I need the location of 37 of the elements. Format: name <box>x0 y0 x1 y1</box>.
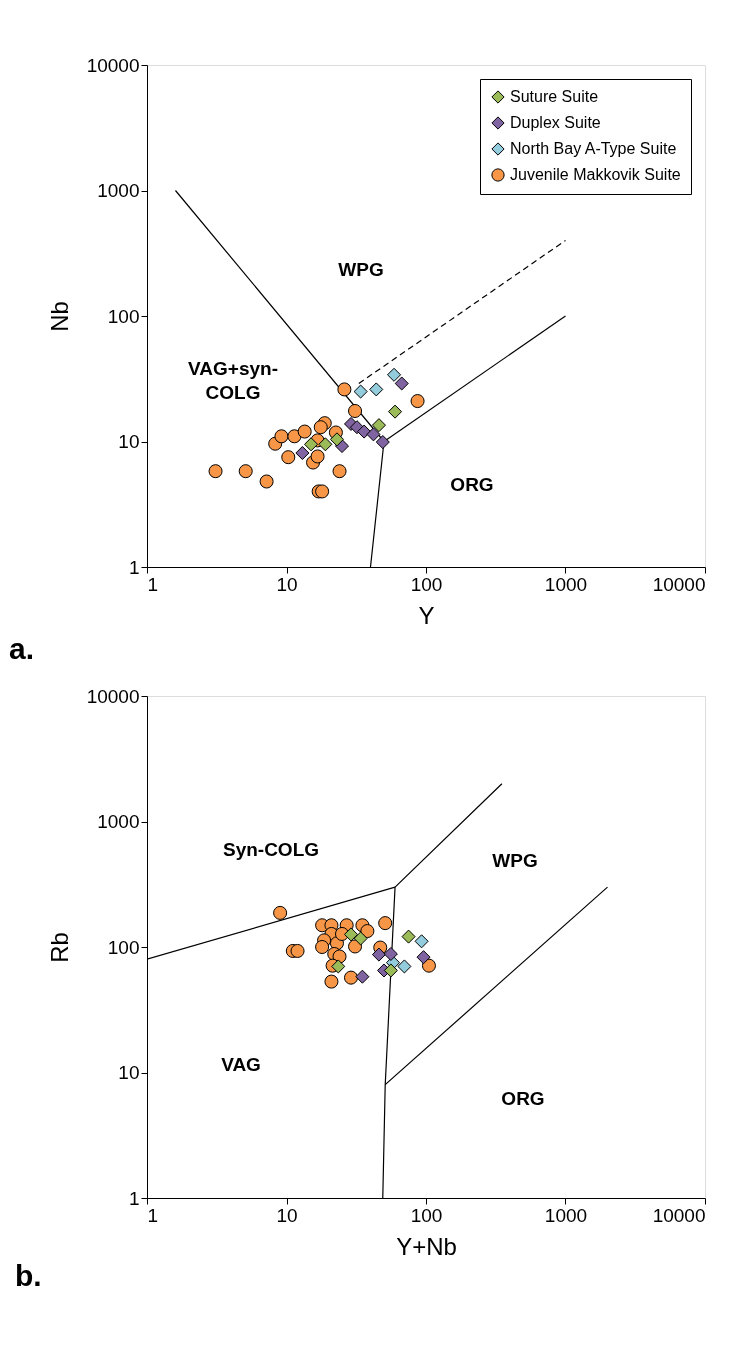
y-tick-label: 10000 <box>86 685 140 707</box>
y-tick-label: 10 <box>118 1062 140 1083</box>
y-tick-label: 100 <box>107 936 140 958</box>
x-tick-label: 1 <box>147 1204 159 1226</box>
annotation: WPG <box>492 850 538 871</box>
y-axis-title: Nb <box>45 301 73 332</box>
text: b. <box>15 1259 42 1292</box>
y-tick-label: 10 <box>118 431 140 452</box>
x-tick-label: 100 <box>410 1204 443 1226</box>
text: a. <box>9 632 35 665</box>
x-axis-title: Y+Nb <box>396 1232 457 1260</box>
annotation: Syn-COLG <box>222 839 320 860</box>
y-tick-label: 10000 <box>86 54 140 76</box>
y-tick-label: 1000 <box>97 180 140 201</box>
y-tick-label: 1 <box>128 1187 140 1209</box>
annotation: VAG+syn- COLG <box>188 358 278 403</box>
y-tick-label: 100 <box>107 305 140 327</box>
annotation: VAG <box>221 1054 261 1075</box>
x-tick-label: 10000 <box>652 1204 706 1226</box>
y-tick-label: 1000 <box>97 811 140 832</box>
x-tick-label: 100 <box>410 573 443 595</box>
annotation: WPG <box>338 259 384 280</box>
y-tick-label: 1 <box>128 556 140 578</box>
legend-label: Juvenile Makkovik Suite <box>510 166 681 183</box>
x-tick-label: 10000 <box>652 573 706 595</box>
x-tick-label: 1 <box>147 573 159 595</box>
legend-label: North Bay A-Type Suite <box>510 140 677 157</box>
x-tick-label: 10 <box>276 573 298 595</box>
legend-label: Suture Suite <box>510 88 599 105</box>
y-axis-title: Rb <box>45 932 73 963</box>
x-tick-label: 1000 <box>544 1204 588 1226</box>
annotation: ORG <box>450 474 494 495</box>
legend-label: Duplex Suite <box>510 114 601 131</box>
x-tick-label: 10 <box>276 1204 298 1226</box>
annotation: ORG <box>501 1088 545 1109</box>
x-axis-title: Y <box>418 601 435 629</box>
x-tick-label: 1000 <box>544 573 588 595</box>
